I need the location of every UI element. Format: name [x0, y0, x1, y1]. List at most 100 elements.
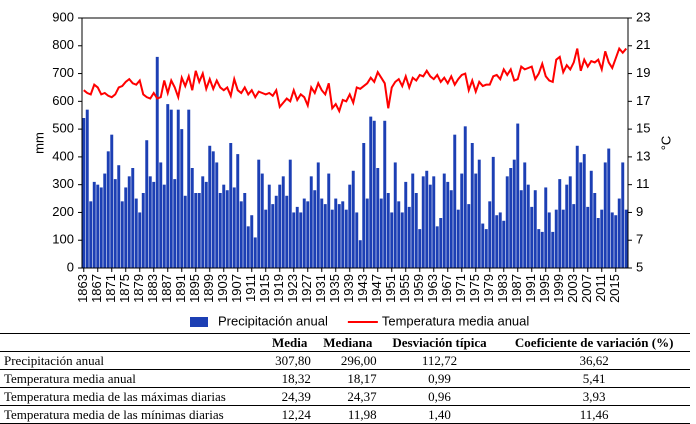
bar	[218, 193, 222, 268]
header-cell: Mediana	[323, 335, 373, 350]
x-tick-label: 1955	[397, 274, 412, 303]
x-tick-label: 1911	[243, 274, 258, 302]
bar	[285, 195, 289, 268]
bar	[512, 159, 516, 268]
bar	[481, 223, 485, 268]
bar	[187, 109, 191, 269]
bar	[484, 229, 488, 268]
y2-tick-label: 17	[636, 93, 650, 108]
bar	[435, 226, 439, 268]
bar	[477, 159, 481, 268]
bar	[418, 229, 422, 268]
bar	[561, 209, 565, 268]
cell: 112,72	[421, 353, 458, 368]
bar	[467, 204, 471, 268]
x-tick-label: 1887	[159, 274, 174, 303]
table-row: Temperatura media de las mínimas diarias…	[0, 406, 690, 424]
bar	[344, 209, 348, 268]
x-tick-label: 1899	[201, 274, 216, 303]
row-label: Temperatura media anual	[4, 371, 136, 386]
bar	[365, 198, 369, 268]
row-label: Temperatura media de las mínimas diarias	[4, 407, 224, 422]
bar	[295, 206, 299, 268]
bar	[288, 159, 292, 268]
bar	[523, 162, 527, 268]
bar	[239, 201, 243, 268]
bar	[460, 173, 464, 268]
table-row: Temperatura media anual 18,32 18,17 0,99 5,4…	[0, 370, 690, 388]
cell: 24,39	[281, 389, 311, 404]
bar	[386, 193, 390, 268]
bar	[474, 173, 478, 268]
bar	[302, 198, 306, 268]
y-tick-label: 600	[52, 93, 74, 108]
bar	[201, 176, 205, 268]
bar	[260, 173, 264, 268]
bar	[558, 179, 562, 268]
y2-tick-label: 19	[636, 65, 650, 80]
y-tick-label: 800	[52, 37, 74, 52]
bar	[162, 184, 166, 268]
bar	[236, 154, 240, 268]
x-tick-label: 1947	[369, 274, 384, 303]
y2-tick-label: 21	[636, 37, 650, 52]
cell: 1,40	[428, 407, 451, 422]
y-tick-label: 100	[52, 232, 74, 247]
bar	[82, 118, 86, 268]
bar	[197, 193, 201, 268]
bar	[309, 176, 313, 268]
row-label: Precipitación anual	[4, 353, 104, 368]
x-tick-label: 2011	[593, 274, 608, 302]
bar	[334, 198, 338, 268]
bar	[495, 215, 499, 268]
bar	[148, 176, 152, 268]
bar	[89, 201, 93, 268]
bar	[449, 190, 453, 268]
bar	[568, 176, 572, 268]
bar	[397, 201, 401, 268]
bar	[383, 120, 387, 269]
bar	[113, 179, 117, 268]
bar	[607, 148, 611, 268]
bar	[533, 190, 537, 268]
header-cell	[0, 334, 265, 352]
bar	[544, 187, 548, 268]
y2-tick-label: 15	[636, 121, 650, 136]
x-tick-label: 1975	[467, 274, 482, 303]
bar	[603, 162, 607, 268]
x-tick-label: 1915	[257, 274, 272, 303]
bar	[565, 184, 569, 268]
bar	[271, 204, 275, 268]
x-tick-label: 1871	[103, 274, 118, 303]
bar	[502, 220, 506, 268]
bar	[379, 198, 383, 268]
x-tick-label: 1879	[131, 274, 146, 303]
y-tick-label: 400	[52, 148, 74, 163]
bar	[166, 104, 170, 268]
bar	[572, 204, 576, 268]
x-tick-label: 1951	[383, 274, 398, 303]
temperature-line	[83, 46, 628, 114]
y-tick-label: 300	[52, 176, 74, 191]
x-tick-label: 1891	[173, 274, 188, 303]
bar	[600, 209, 604, 268]
bar	[453, 134, 457, 268]
bar	[390, 212, 394, 268]
bar	[488, 201, 492, 268]
bar	[243, 193, 247, 268]
x-tick-label: 1919	[271, 274, 286, 303]
cell: 18,32	[281, 371, 311, 386]
x-tick-label: 1903	[215, 274, 230, 303]
bar	[117, 165, 121, 268]
chart: mm °C 0 100 200 300 400 500 600 700 800 900 5 7 9 11 1…	[31, 9, 673, 328]
bar	[463, 126, 467, 268]
header-cell: Desviación típica	[392, 335, 487, 350]
x-tick-label: 1971	[453, 274, 468, 303]
bar	[124, 187, 128, 268]
y2-tick-label: 5	[636, 259, 643, 274]
bar	[442, 173, 446, 268]
cell: 24,37	[347, 389, 377, 404]
x-tick-label: 1867	[89, 274, 104, 303]
bar	[551, 231, 555, 268]
table-row: Temperatura media de las máximas diarias…	[0, 388, 690, 406]
